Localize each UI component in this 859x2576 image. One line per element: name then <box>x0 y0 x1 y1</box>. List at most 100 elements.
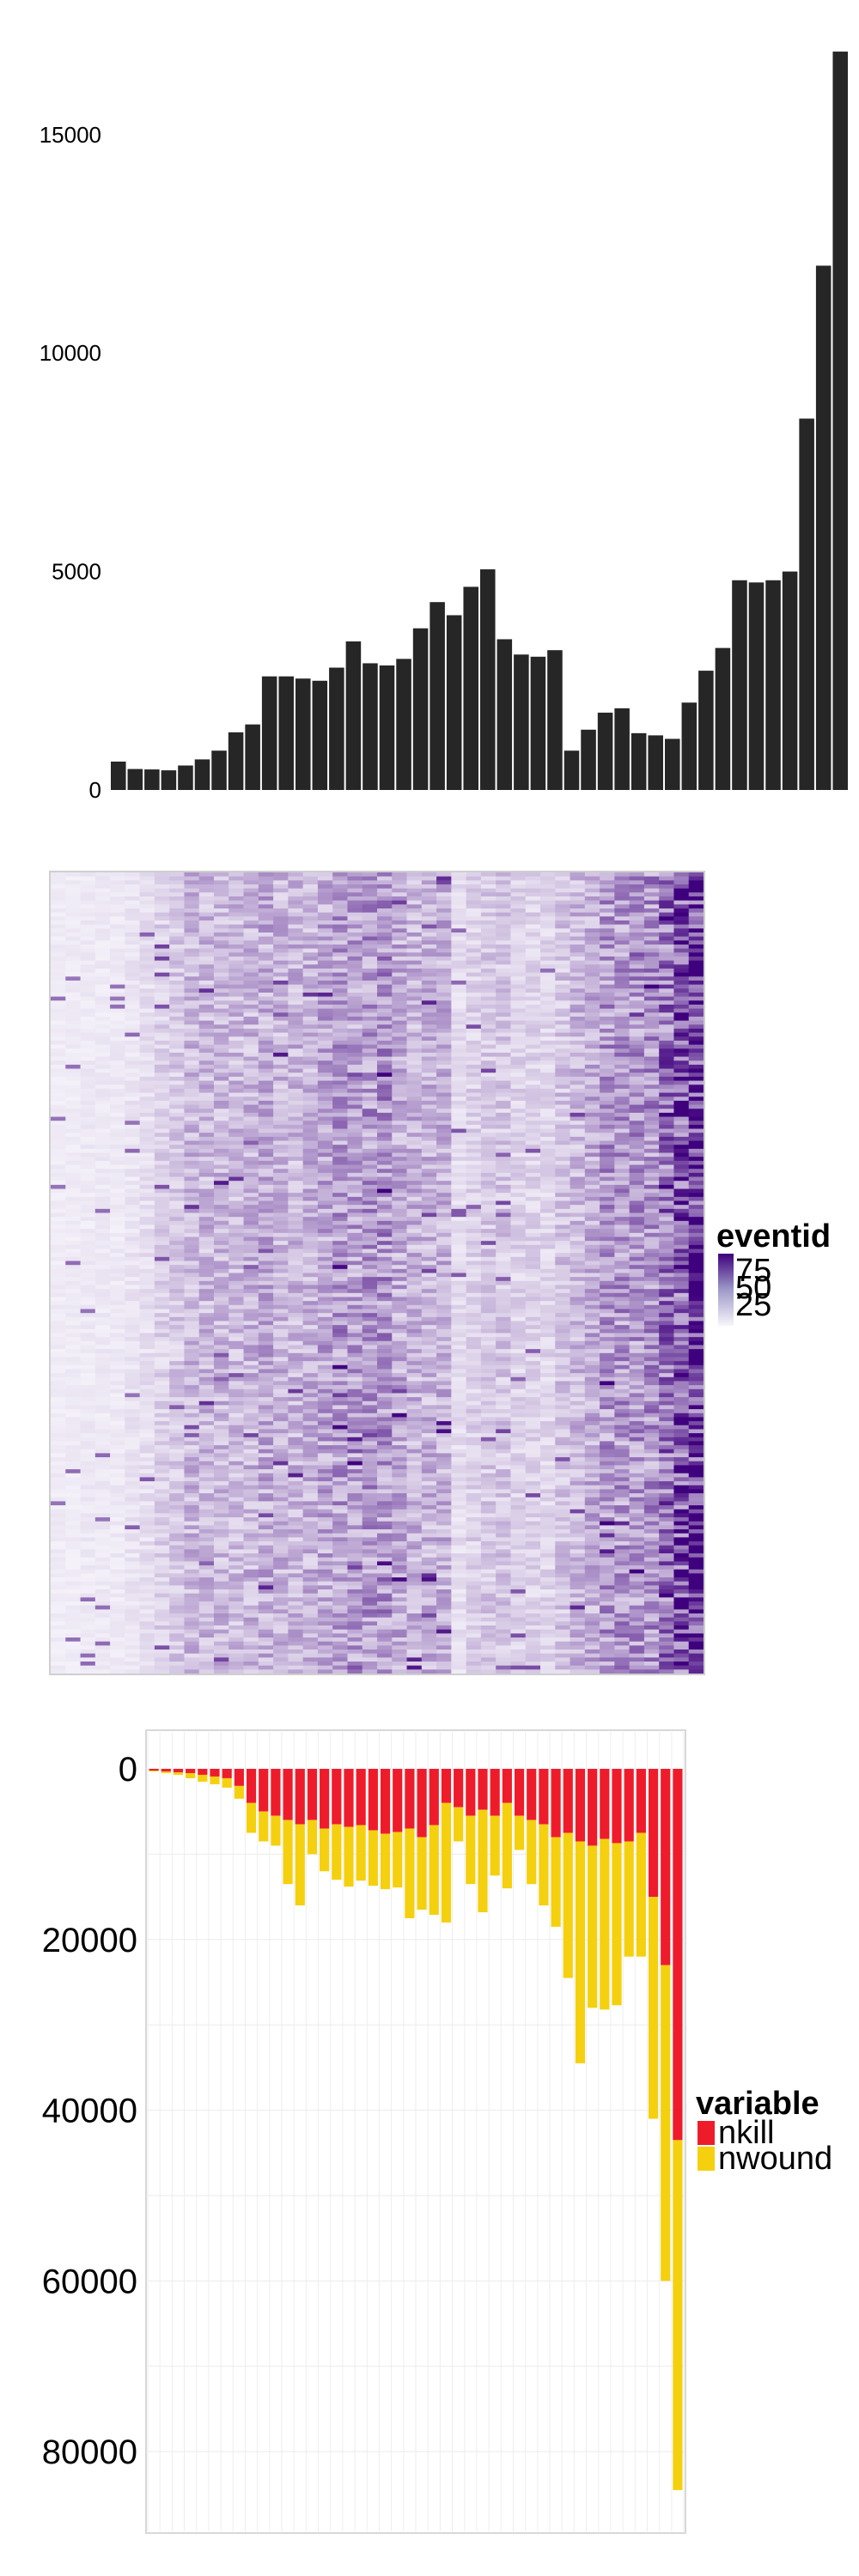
heatmap-cell <box>288 1112 304 1117</box>
heatmap-cell <box>80 900 96 905</box>
heatmap-cell <box>332 1157 348 1162</box>
heatmap-cell <box>65 1277 81 1282</box>
heatmap-cell <box>347 1196 363 1201</box>
heatmap-cell <box>80 1657 96 1662</box>
heatmap-cell <box>80 1400 96 1406</box>
heatmap-cell <box>198 1621 215 1626</box>
heatmap-cell <box>214 1481 229 1486</box>
heatmap-cell <box>332 876 348 881</box>
heatmap-cell <box>406 880 423 885</box>
heatmap-cell <box>169 1553 185 1558</box>
heatmap-cell <box>302 1593 319 1598</box>
heatmap-cell <box>198 1064 215 1069</box>
heatmap-cell <box>94 1376 111 1382</box>
heatmap-cell <box>392 1605 407 1610</box>
heatmap-cell <box>317 1092 333 1097</box>
heatmap-cell <box>198 908 215 914</box>
heatmap-cell <box>214 1068 229 1073</box>
heatmap-cell <box>184 1072 200 1078</box>
heatmap-cell <box>258 1092 274 1097</box>
heatmap-cell <box>258 1280 274 1285</box>
heatmap-cell <box>347 1533 363 1538</box>
heatmap-cell <box>362 1256 378 1261</box>
heatmap-cell <box>110 1124 125 1129</box>
bar <box>194 759 210 790</box>
heatmap-cell <box>228 1097 244 1102</box>
heatmap-cell <box>302 1309 319 1314</box>
heatmap-cell <box>139 1024 155 1030</box>
heatmap-cell <box>288 1056 304 1061</box>
heatmap-cell <box>288 1068 304 1073</box>
heatmap-cell <box>139 1465 155 1470</box>
heatmap-cell <box>317 916 333 921</box>
heatmap-cell <box>65 1521 81 1526</box>
heatmap-cell <box>125 1340 141 1346</box>
heatmap-cell <box>317 1513 333 1518</box>
heatmap-cell <box>125 1080 141 1085</box>
heatmap-cell <box>184 912 200 917</box>
heatmap-cell <box>214 1076 229 1081</box>
heatmap-cell <box>243 940 259 945</box>
heatmap-cell <box>347 1477 363 1482</box>
heatmap-cell <box>110 1000 125 1005</box>
heatmap-cell <box>184 1665 200 1670</box>
heatmap-cell <box>273 1109 289 1114</box>
heatmap-cell <box>184 1545 200 1550</box>
heatmap-cell <box>258 1337 274 1342</box>
heatmap-cell <box>228 892 244 897</box>
heatmap-cell <box>302 1557 319 1562</box>
heatmap-cell <box>125 1313 141 1318</box>
heatmap-cell <box>139 1637 155 1643</box>
heatmap-cell <box>51 1148 66 1153</box>
heatmap-cell <box>362 1188 378 1194</box>
heatmap-cell <box>317 980 333 986</box>
heatmap-cell <box>125 1188 141 1194</box>
heatmap-cell <box>317 1533 333 1538</box>
heatmap-cell <box>362 1409 378 1414</box>
heatmap-cell <box>347 1224 363 1230</box>
heatmap-cell <box>198 932 215 938</box>
heatmap-cell <box>273 1316 289 1321</box>
heatmap-cell <box>110 1393 125 1398</box>
heatmap-cell <box>362 884 378 890</box>
heatmap-cell <box>198 1200 215 1206</box>
heatmap-cell <box>94 1637 111 1643</box>
heatmap-cell <box>332 1613 348 1619</box>
heatmap-cell <box>169 1393 185 1398</box>
heatmap-cell <box>347 1301 363 1306</box>
heatmap-cell <box>139 1169 155 1174</box>
heatmap-cell <box>288 1433 304 1438</box>
heatmap-cell <box>139 1429 155 1434</box>
heatmap-cell <box>317 1461 333 1466</box>
heatmap-cell <box>154 1184 170 1189</box>
heatmap-cell <box>125 1084 141 1090</box>
heatmap-cell <box>288 1148 304 1153</box>
heatmap-cell <box>317 1080 333 1085</box>
heatmap-cell <box>169 1028 185 1033</box>
heatmap-cell <box>332 1196 348 1201</box>
heatmap-cell <box>392 1621 407 1626</box>
heatmap-cell <box>288 896 304 902</box>
heatmap-cell <box>94 928 111 933</box>
heatmap-cell <box>302 1196 319 1201</box>
heatmap-cell <box>139 1076 155 1081</box>
heatmap-cell <box>258 1169 274 1174</box>
heatmap-cell <box>125 1212 141 1218</box>
heatmap-cell <box>139 1581 155 1586</box>
heatmap-cell <box>302 1056 319 1061</box>
heatmap-cell <box>392 1040 407 1045</box>
heatmap-cell <box>332 1541 348 1546</box>
heatmap-cell <box>362 1497 378 1502</box>
heatmap-cell <box>154 1545 170 1550</box>
heatmap-cell <box>258 1461 274 1466</box>
heatmap-cell <box>243 1265 259 1270</box>
heatmap-cell <box>332 1397 348 1402</box>
heatmap-cell <box>198 984 215 989</box>
heatmap-cell <box>214 1152 229 1157</box>
heatmap-cell <box>288 1157 304 1162</box>
heatmap-cell <box>273 1593 289 1598</box>
heatmap-cell <box>288 1533 304 1538</box>
heatmap-cell <box>288 904 304 909</box>
heatmap-cell <box>392 1273 407 1278</box>
heatmap-cell <box>228 1313 244 1318</box>
